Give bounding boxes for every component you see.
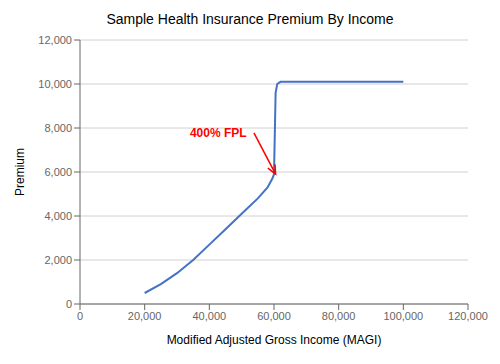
- svg-text:0: 0: [77, 310, 83, 322]
- svg-text:4,000: 4,000: [44, 210, 72, 222]
- svg-text:Modified Adjusted Gross Income: Modified Adjusted Gross Income (MAGI): [167, 333, 382, 347]
- svg-text:8,000: 8,000: [44, 122, 72, 134]
- svg-text:2,000: 2,000: [44, 254, 72, 266]
- svg-text:100,000: 100,000: [383, 310, 423, 322]
- svg-text:0: 0: [66, 298, 72, 310]
- svg-text:40,000: 40,000: [193, 310, 227, 322]
- html-text:Sample Health Insurance Premiu: Sample Health Insurance Premium By Incom…: [106, 11, 394, 27]
- svg-text:80,000: 80,000: [322, 310, 356, 322]
- svg-text:12,000: 12,000: [38, 34, 72, 46]
- svg-text:120,000: 120,000: [448, 310, 488, 322]
- svg-text:6,000: 6,000: [44, 166, 72, 178]
- svg-text:10,000: 10,000: [38, 78, 72, 90]
- svg-text:60,000: 60,000: [257, 310, 291, 322]
- svg-text:20,000: 20,000: [128, 310, 162, 322]
- svg-text:400% FPL: 400% FPL: [190, 126, 247, 140]
- svg-text:Premium: Premium: [13, 148, 27, 196]
